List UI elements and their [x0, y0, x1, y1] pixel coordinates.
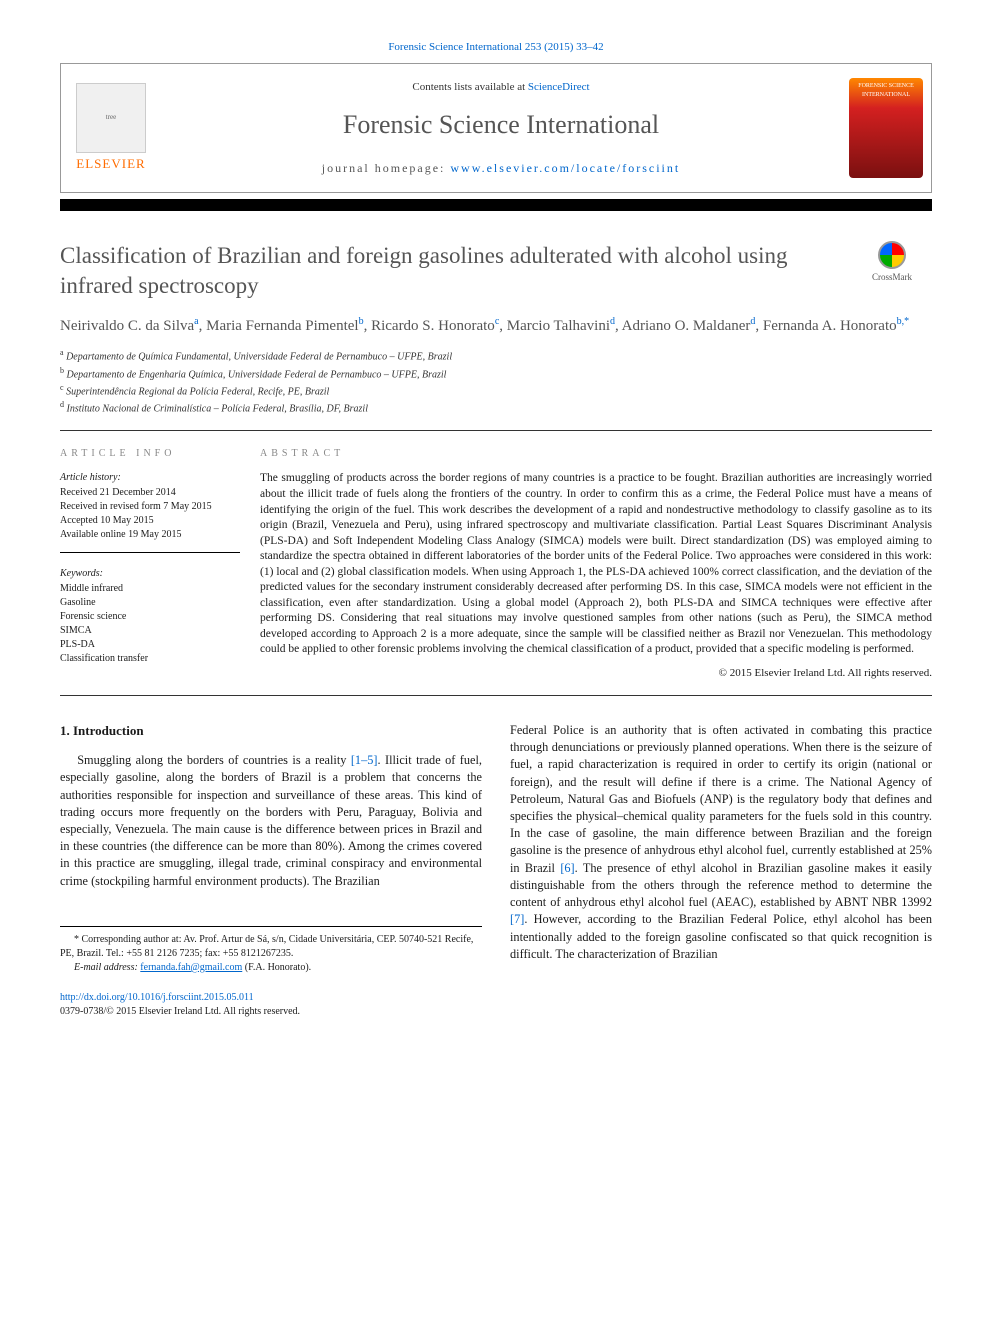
publisher-logo: tree ELSEVIER [61, 64, 161, 192]
keyword-line: Forensic science [60, 610, 240, 624]
body-column-left: 1. Introduction Smuggling along the bord… [60, 722, 482, 975]
history-line: Received in revised form 7 May 2015 [60, 500, 240, 514]
info-abstract-row: ARTICLE INFO Article history: Received 2… [60, 447, 932, 681]
ref-link-1-5[interactable]: [1–5] [351, 753, 378, 767]
article-info-heading: ARTICLE INFO [60, 447, 240, 461]
header-center: Contents lists available at ScienceDirec… [161, 64, 841, 192]
section-heading-intro: 1. Introduction [60, 722, 482, 740]
elsevier-tree-icon: tree [76, 83, 146, 153]
homepage-prefix: journal homepage: [322, 161, 451, 175]
body-columns: 1. Introduction Smuggling along the bord… [60, 722, 932, 975]
contents-line: Contents lists available at ScienceDirec… [412, 80, 589, 95]
keywords-block: Keywords: Middle infraredGasolineForensi… [60, 567, 240, 666]
homepage-link[interactable]: www.elsevier.com/locate/forsciint [450, 161, 680, 175]
journal-name: Forensic Science International [343, 107, 659, 143]
history-line: Accepted 10 May 2015 [60, 514, 240, 528]
title-row: Classification of Brazilian and foreign … [60, 241, 932, 301]
para-text: . However, according to the Brazilian Fe… [510, 912, 932, 960]
affiliation-line: d Instituto Nacional de Criminalística –… [60, 399, 932, 416]
author-list: Neirivaldo C. da Silvaa, Maria Fernanda … [60, 315, 932, 337]
keywords-label: Keywords: [60, 567, 240, 581]
journal-homepage: journal homepage: www.elsevier.com/locat… [322, 160, 680, 177]
issn-copyright: 0379-0738/© 2015 Elsevier Ireland Ltd. A… [60, 1005, 932, 1019]
intro-paragraph-cont: Federal Police is an authority that is o… [510, 722, 932, 963]
email-paren: (F.A. Honorato). [242, 962, 311, 973]
corresponding-author-note: * Corresponding author at: Av. Prof. Art… [60, 926, 482, 975]
article-title: Classification of Brazilian and foreign … [60, 241, 832, 301]
keyword-line: Classification transfer [60, 652, 240, 666]
keyword-line: PLS-DA [60, 638, 240, 652]
doi-line: http://dx.doi.org/10.1016/j.forsciint.20… [60, 991, 932, 1005]
crossmark-badge[interactable]: CrossMark [852, 241, 932, 284]
abstract-text: The smuggling of products across the bor… [260, 471, 932, 657]
corr-email[interactable]: fernanda.fah@gmail.com [140, 962, 242, 973]
corr-text: * Corresponding author at: Av. Prof. Art… [60, 933, 482, 961]
sciencedirect-link[interactable]: ScienceDirect [528, 81, 590, 93]
citation-header: Forensic Science International 253 (2015… [60, 40, 932, 55]
body-column-right: Federal Police is an authority that is o… [510, 722, 932, 975]
abstract-copyright: © 2015 Elsevier Ireland Ltd. All rights … [260, 666, 932, 681]
affiliation-line: b Departamento de Engenharia Química, Un… [60, 365, 932, 382]
crossmark-label: CrossMark [872, 271, 912, 284]
doi-link[interactable]: http://dx.doi.org/10.1016/j.forsciint.20… [60, 992, 254, 1003]
affiliations: a Departamento de Química Fundamental, U… [60, 347, 932, 416]
divider-top [60, 430, 932, 431]
history-line: Available online 19 May 2015 [60, 528, 240, 542]
keyword-line: Gasoline [60, 596, 240, 610]
keyword-line: Middle infrared [60, 582, 240, 596]
publisher-name: ELSEVIER [76, 155, 145, 173]
page-footer: http://dx.doi.org/10.1016/j.forsciint.20… [60, 991, 932, 1019]
crossmark-icon [878, 241, 906, 269]
history-label: Article history: [60, 471, 240, 485]
intro-paragraph: Smuggling along the borders of countries… [60, 752, 482, 890]
keyword-line: SIMCA [60, 624, 240, 638]
ref-link-7[interactable]: [7] [510, 912, 524, 926]
corr-email-line: E-mail address: fernanda.fah@gmail.com (… [60, 961, 482, 975]
contents-prefix: Contents lists available at [412, 81, 527, 93]
journal-header-box: tree ELSEVIER Contents lists available a… [60, 63, 932, 193]
email-label: E-mail address: [74, 962, 140, 973]
black-divider-bar [60, 199, 932, 211]
journal-cover-image: FORENSIC SCIENCE INTERNATIONAL [849, 78, 923, 178]
affiliation-line: c Superintendência Regional da Polícia F… [60, 382, 932, 399]
citation-link[interactable]: Forensic Science International 253 (2015… [388, 41, 603, 53]
journal-cover: FORENSIC SCIENCE INTERNATIONAL [841, 64, 931, 192]
para-text: Federal Police is an authority that is o… [510, 723, 932, 875]
divider-bottom [60, 695, 932, 696]
history-line: Received 21 December 2014 [60, 486, 240, 500]
affiliation-line: a Departamento de Química Fundamental, U… [60, 347, 932, 364]
para-text: . Illicit trade of fuel, especially gaso… [60, 753, 482, 887]
article-info-column: ARTICLE INFO Article history: Received 2… [60, 447, 260, 681]
abstract-heading: ABSTRACT [260, 447, 932, 461]
article-history-block: Article history: Received 21 December 20… [60, 471, 240, 553]
para-text: Smuggling along the borders of countries… [77, 753, 351, 767]
ref-link-6[interactable]: [6] [560, 861, 574, 875]
abstract-column: ABSTRACT The smuggling of products acros… [260, 447, 932, 681]
